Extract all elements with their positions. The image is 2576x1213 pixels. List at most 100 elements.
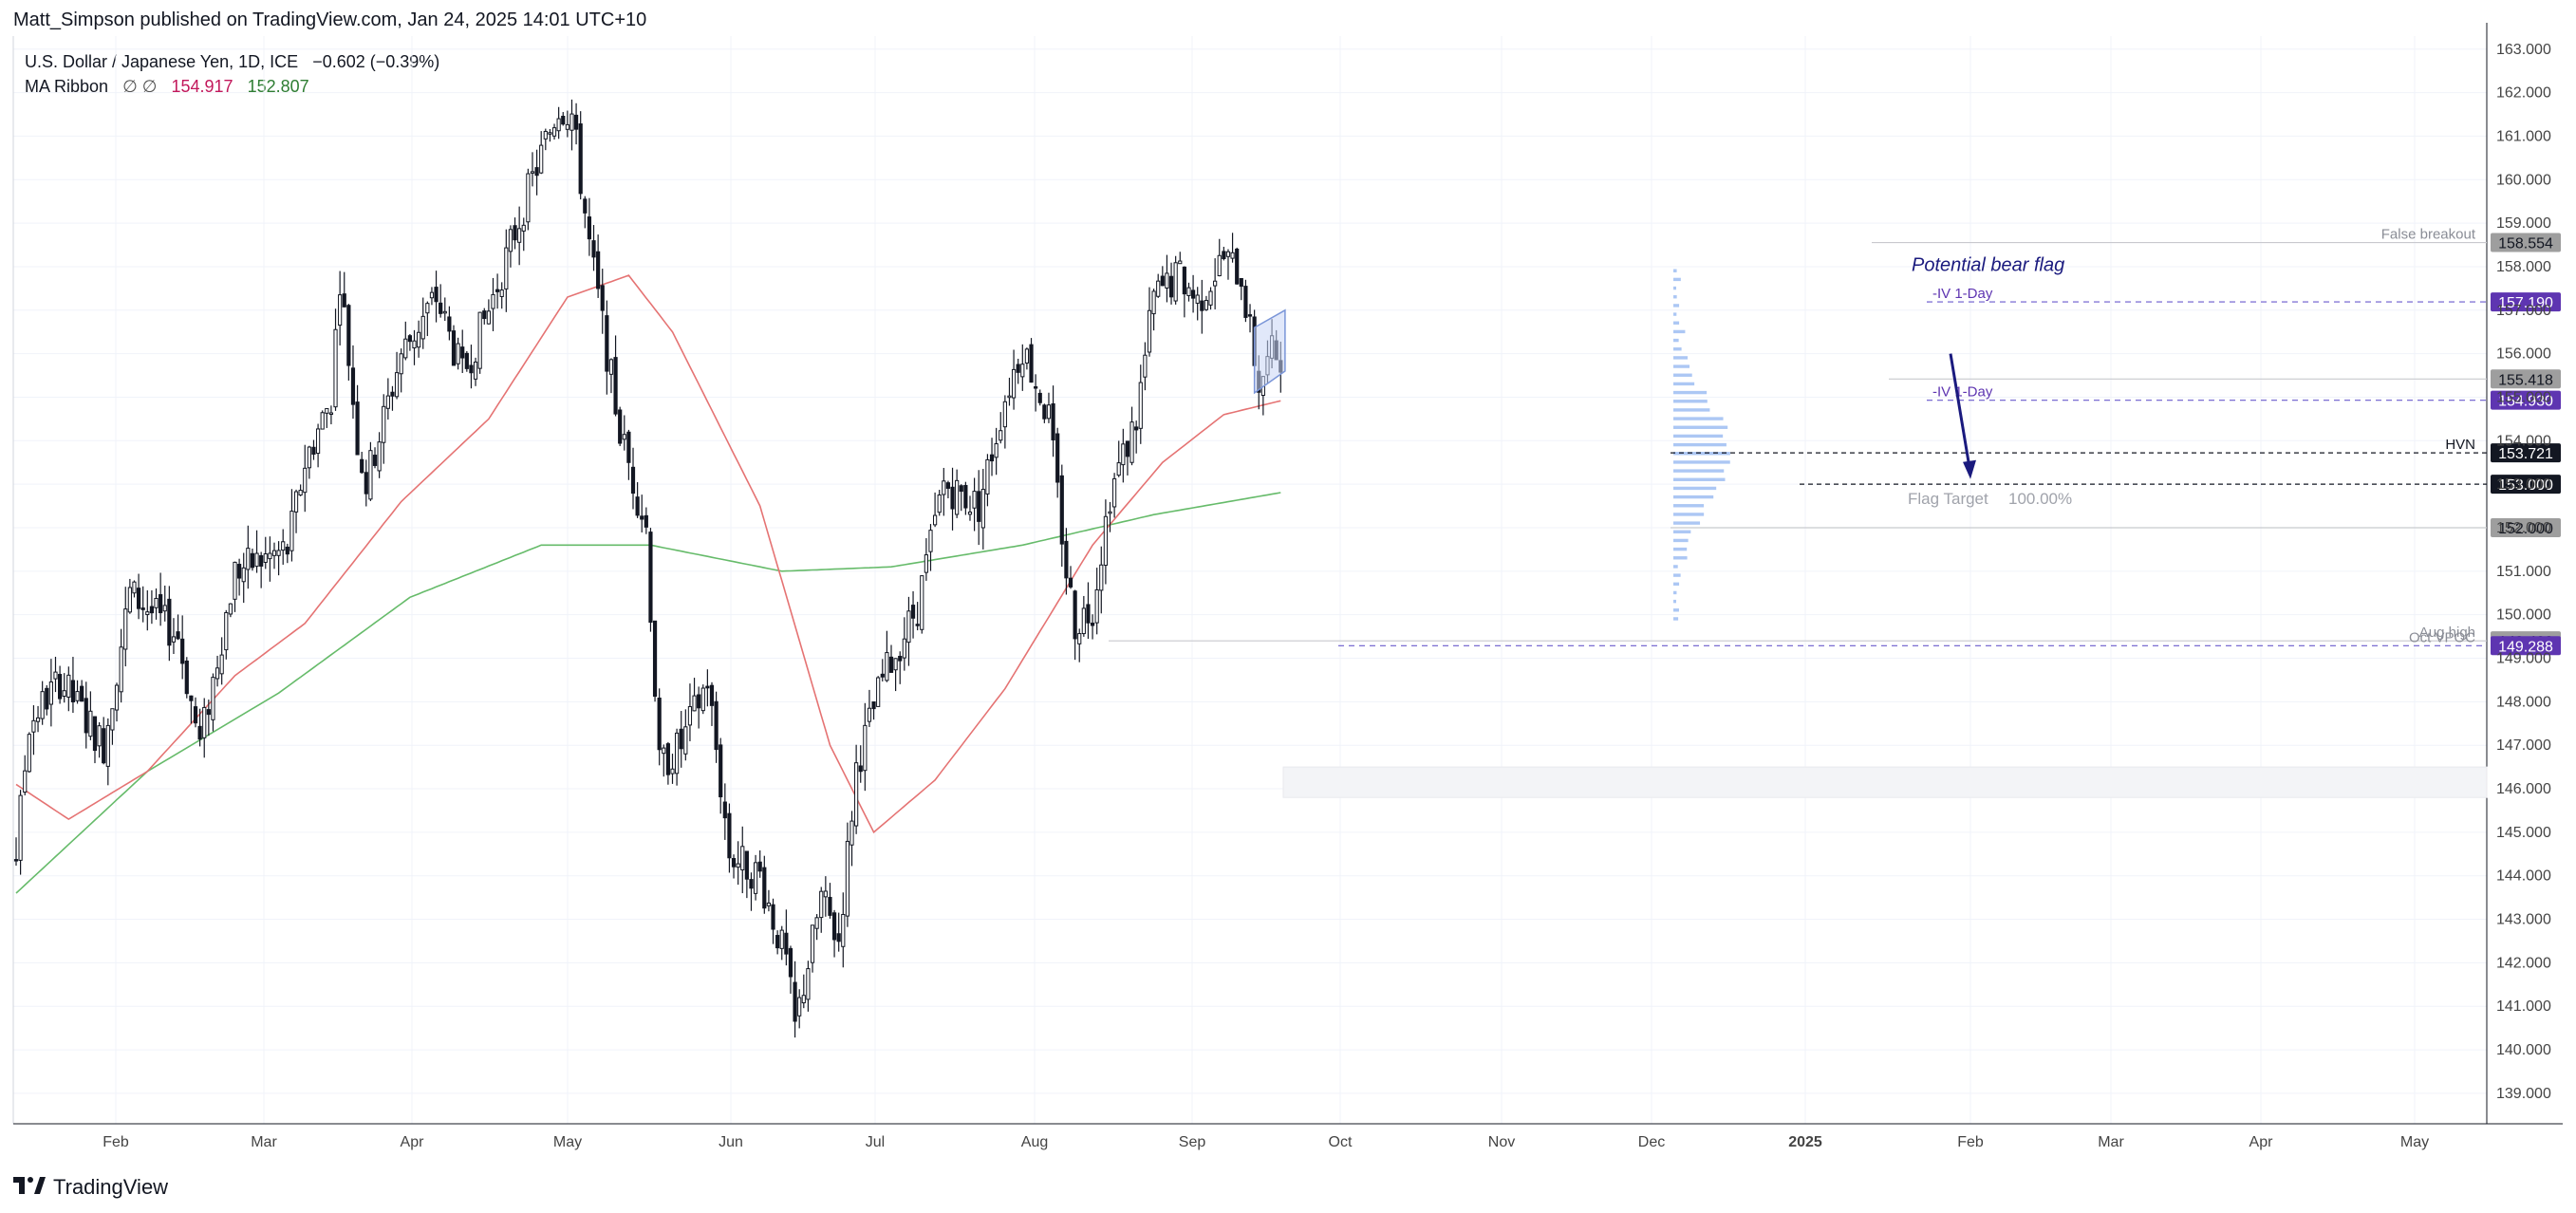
volume-profile-bar <box>1673 513 1705 516</box>
candle-body <box>517 228 522 243</box>
volume-profile-bar <box>1673 364 1690 368</box>
price-change: −0.602 (−0.39%) <box>312 52 440 71</box>
candle-body <box>697 694 701 709</box>
candle-body <box>994 443 999 458</box>
volume-profile-bar <box>1673 599 1676 604</box>
x-tick-label: Sep <box>1179 1134 1206 1150</box>
candle-body <box>307 446 311 469</box>
bear-flag-title: Potential bear flag <box>1912 255 2064 276</box>
ma200-line-group <box>15 492 1281 894</box>
candle-body <box>683 726 688 755</box>
candle-body <box>417 331 421 348</box>
y-tick-label: 150.000 <box>2496 607 2551 624</box>
candle-body <box>197 725 202 740</box>
y-tick-label: 156.000 <box>2496 346 2551 363</box>
candle-body <box>652 620 658 698</box>
volume-profile-bar <box>1673 521 1701 525</box>
bear-flag-channel <box>1253 308 1286 395</box>
candle-body <box>276 550 281 556</box>
candle-body <box>70 680 76 702</box>
candle-body <box>1156 280 1161 297</box>
candle-body <box>1020 364 1025 378</box>
candle-body <box>736 863 740 868</box>
volume-profile-bar <box>1673 495 1714 499</box>
candle-body <box>342 293 346 308</box>
y-tick-label: 159.000 <box>2496 215 2551 232</box>
candle-body <box>289 511 294 551</box>
candle-body <box>1165 272 1169 289</box>
volume-profile-bar <box>1673 304 1680 308</box>
price-tag-bg <box>2491 475 2561 495</box>
candle-body <box>888 656 894 673</box>
volume-profile-bar <box>1673 504 1705 508</box>
candle-body <box>45 687 49 710</box>
candle-body <box>1143 354 1148 378</box>
candle-body <box>1151 290 1156 315</box>
symbol-row[interactable]: U.S. Dollar / Japanese Yen, 1D, ICE −0.6… <box>25 49 449 74</box>
candle-body <box>88 710 93 737</box>
candle-body <box>58 674 63 700</box>
candle-body <box>145 611 150 616</box>
candle-body <box>1138 382 1143 429</box>
candle-body <box>346 305 351 366</box>
candle-body <box>162 605 167 612</box>
candle-body <box>1121 443 1126 466</box>
candle-body <box>766 902 772 906</box>
candle-body <box>543 130 548 140</box>
volume-profile-bar <box>1673 312 1677 316</box>
price-tag-bg <box>2491 517 2561 537</box>
candle-body <box>687 706 693 726</box>
candle-body <box>692 695 697 712</box>
candle-body <box>749 879 754 889</box>
x-tick-label: Dec <box>1638 1134 1665 1150</box>
tradingview-brand[interactable]: TradingView <box>13 1175 168 1200</box>
candle-body <box>1094 588 1099 624</box>
candle-body <box>394 372 400 398</box>
oct-vpoc-label: Oct VPOC <box>2409 629 2475 645</box>
ma-ribbon-row[interactable]: MA Ribbon ∅ ∅ 154.917 152.807 <box>25 74 449 99</box>
candle-body <box>1225 251 1231 257</box>
x-tick-label: Mar <box>251 1134 277 1150</box>
candle-body <box>434 287 439 303</box>
candle-body <box>1077 633 1082 644</box>
false-breakout-label: False breakout <box>2381 227 2476 243</box>
y-tick-label: 139.000 <box>2496 1086 2551 1102</box>
candle-body <box>1116 462 1121 476</box>
candle-body <box>460 346 465 359</box>
candle-body <box>1016 364 1020 373</box>
candle-body <box>176 631 180 640</box>
candle-body <box>355 401 360 456</box>
volume-profile-bar <box>1673 556 1688 560</box>
volume-profile-bar <box>1673 277 1681 282</box>
flag-target-label: Flag Target <box>1908 490 1988 508</box>
candle-body <box>955 479 960 515</box>
candle-body <box>1173 262 1178 302</box>
candle-body <box>368 450 373 500</box>
candle-body <box>390 391 395 397</box>
candle-body <box>66 674 71 698</box>
candle-body <box>915 624 920 626</box>
volume-profile-bar <box>1673 582 1680 586</box>
candle-body <box>140 607 145 610</box>
candle-body <box>933 514 938 526</box>
candle-body <box>412 340 417 349</box>
x-tick-label: Jun <box>719 1134 743 1150</box>
candle-body <box>1073 590 1077 640</box>
candle-body <box>1195 294 1200 304</box>
candle-body <box>303 467 308 494</box>
candle-body <box>1103 515 1108 567</box>
volume-profile-bar <box>1673 295 1677 299</box>
false-breakout-price-tag: 158.554 <box>2491 233 2561 252</box>
candle-body <box>1160 275 1165 287</box>
candle-body <box>508 229 513 252</box>
candle-body <box>1042 404 1047 420</box>
candle-body <box>35 717 41 722</box>
candle-body <box>534 167 539 177</box>
ma50-line <box>15 274 1281 834</box>
candle-body <box>662 747 666 755</box>
candle-body <box>333 328 338 408</box>
candle-body <box>675 732 680 774</box>
volume-profile-bar <box>1673 477 1726 481</box>
candle-body <box>320 412 325 430</box>
